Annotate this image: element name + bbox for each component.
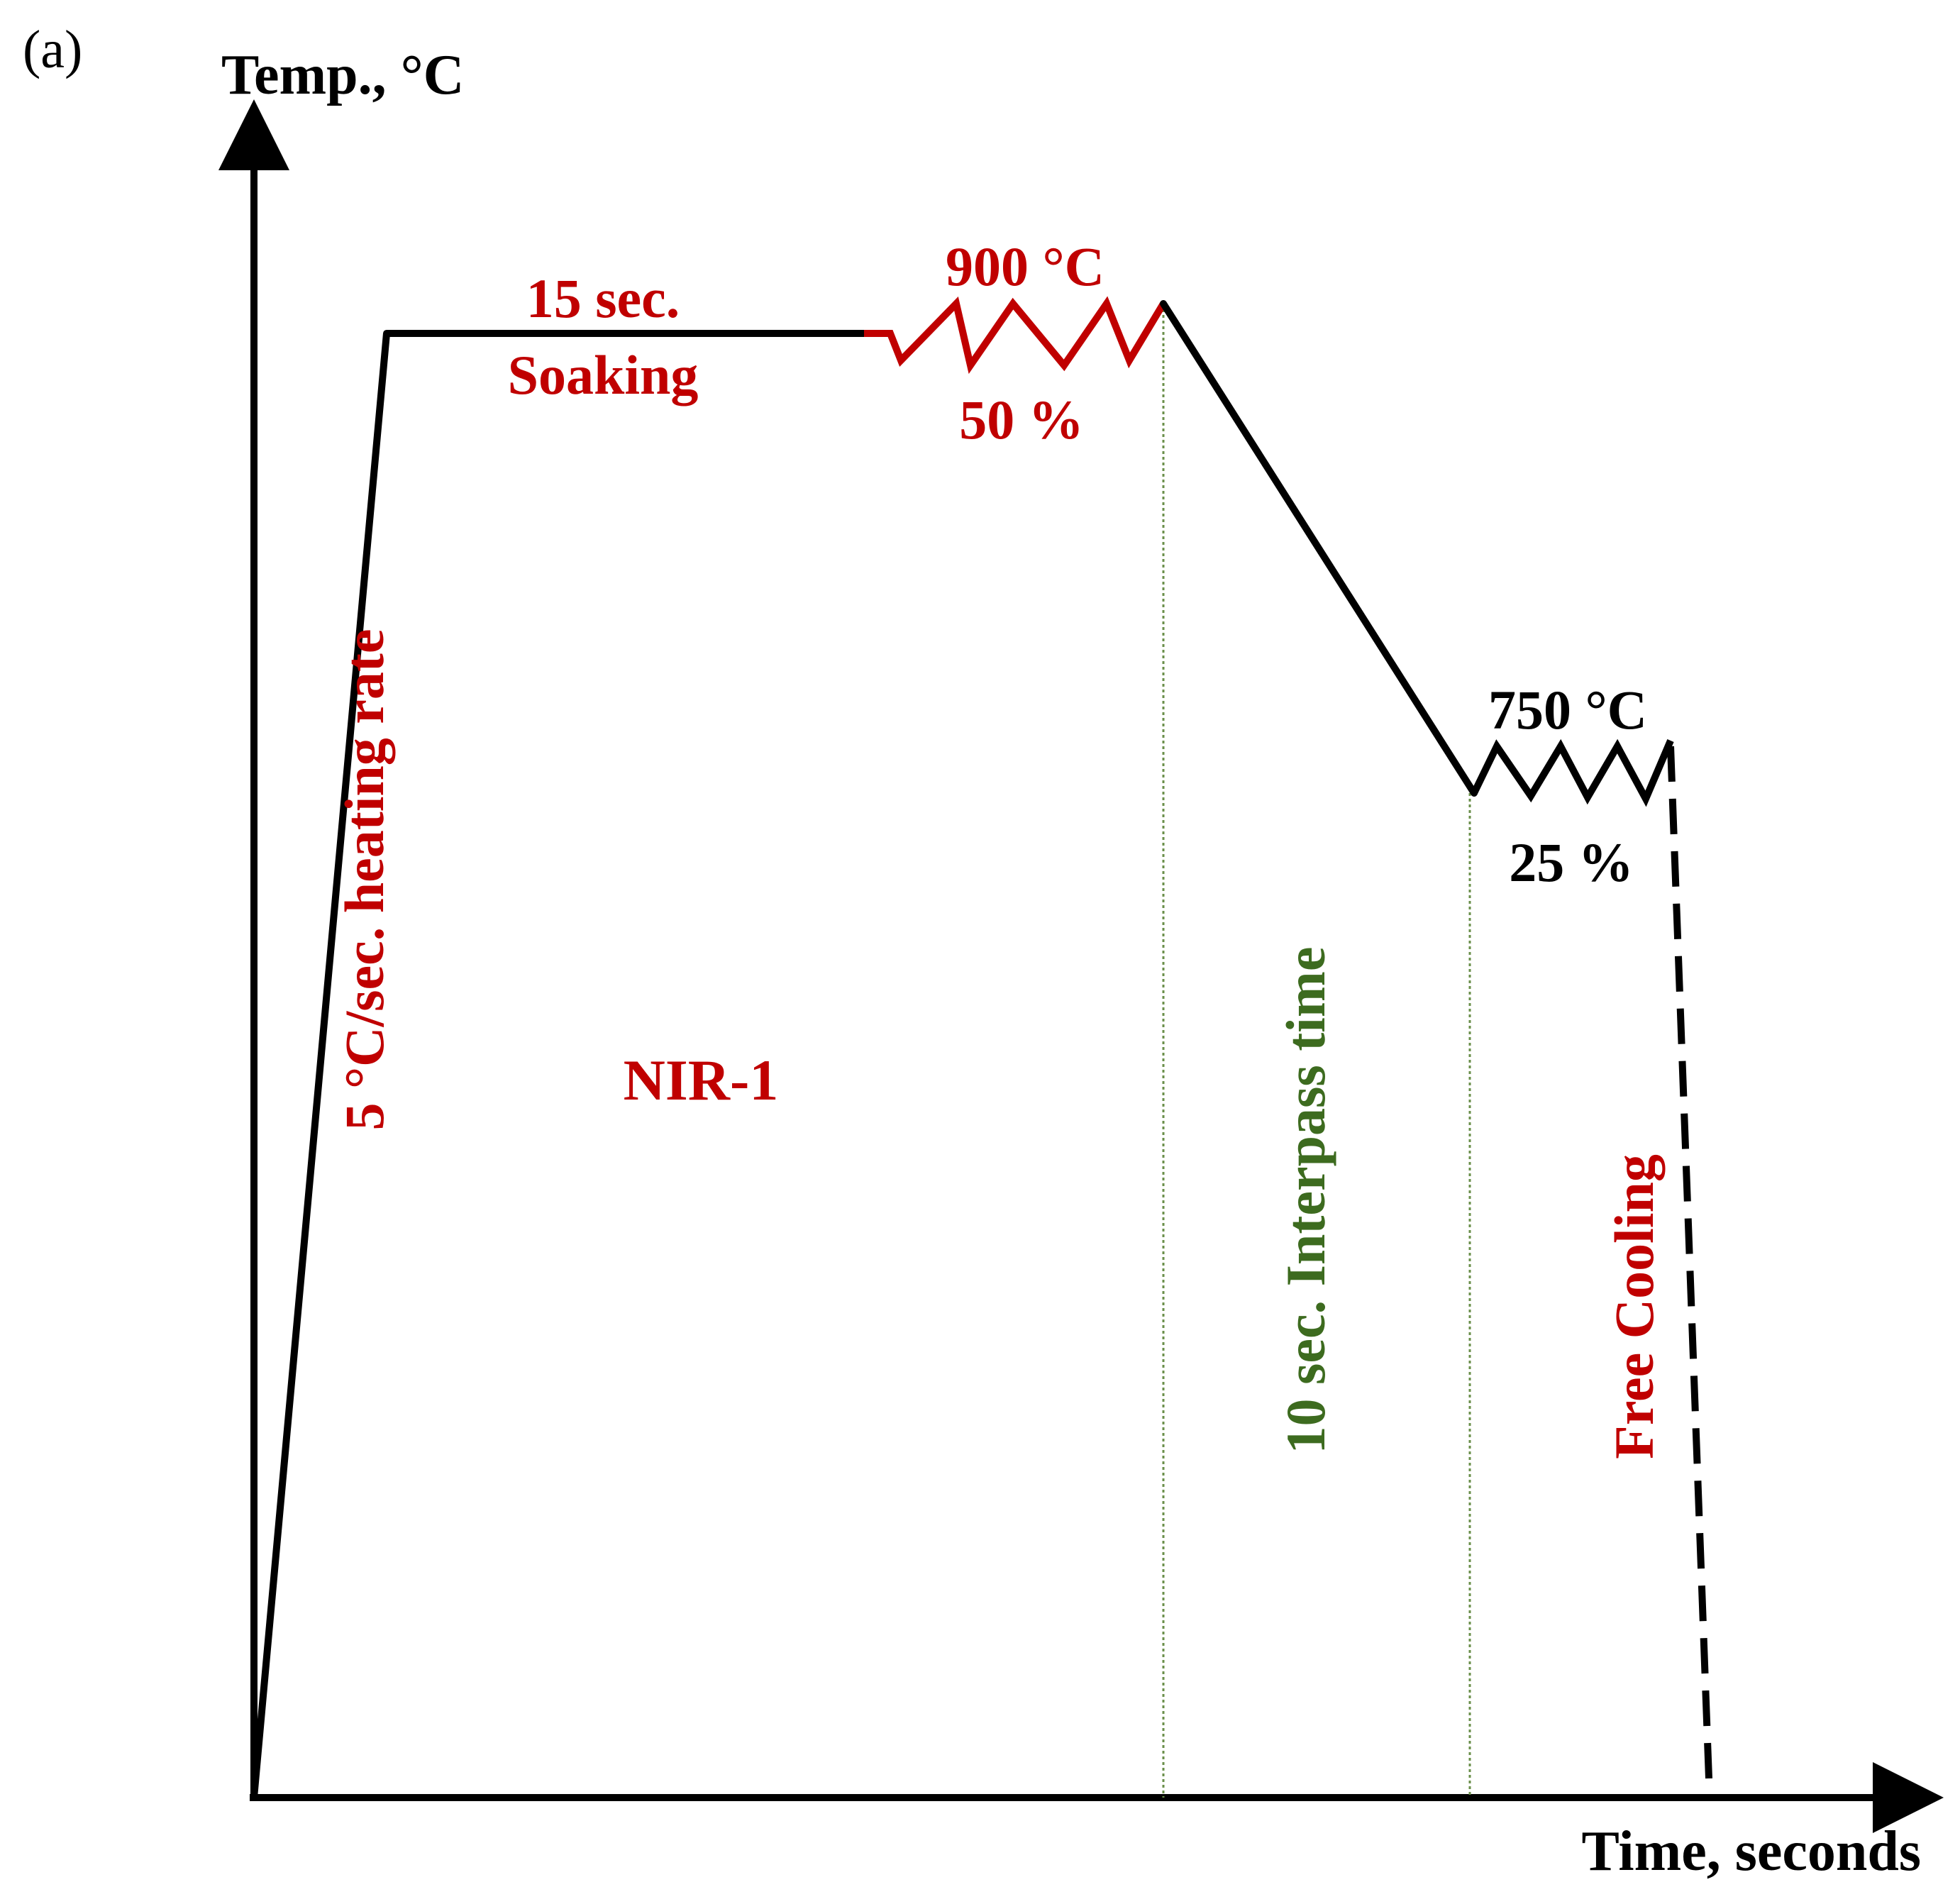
- interpass-time-label: 10 sec. Interpass time: [1275, 947, 1336, 1454]
- x-axis-label: Time, seconds: [1581, 1820, 1921, 1883]
- soaking-time-label: 15 sec.: [526, 267, 680, 329]
- y-axis-label: Temp., °C: [221, 44, 464, 106]
- pass1-temperature-label: 900 °C: [946, 236, 1104, 297]
- free-cooling-label: Free Cooling: [1603, 1154, 1665, 1459]
- soaking-label: Soaking: [508, 344, 699, 406]
- pass2-reduction-label: 25 %: [1509, 831, 1634, 893]
- pass1-deformation-zigzag: [864, 296, 1167, 375]
- interpass-cooling-segment: [1160, 300, 1478, 797]
- free-cooling-segment: [1667, 746, 1713, 1798]
- pass2-deformation-zigzag: [1471, 738, 1674, 807]
- schedule-name-label: NIR-1: [624, 1048, 779, 1112]
- panel-label: (a): [23, 20, 82, 79]
- pass1-reduction-label: 50 %: [959, 389, 1084, 450]
- pass2-temperature-label: 750 °C: [1488, 679, 1647, 741]
- heating-and-soaking-segment: [250, 330, 864, 1798]
- heating-rate-label: 5 °C/sec. heating rate: [333, 629, 395, 1130]
